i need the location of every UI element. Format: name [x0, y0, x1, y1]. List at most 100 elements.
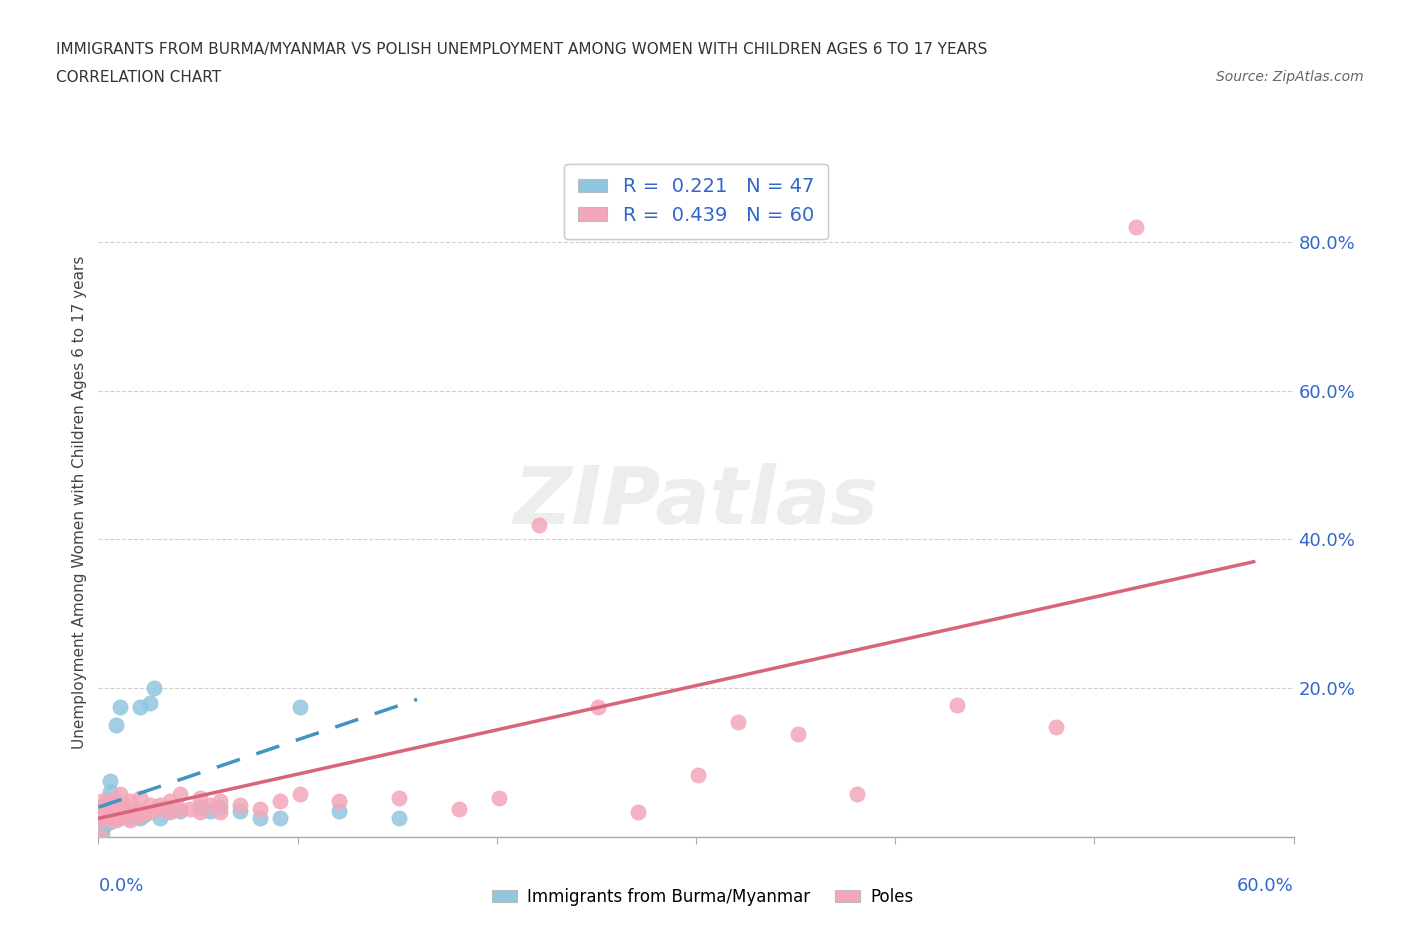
Point [110, 809, 132, 824]
Point [139, 805, 162, 820]
Point [91, 807, 114, 822]
Point [169, 804, 191, 818]
Point [179, 802, 201, 817]
Point [112, 807, 135, 822]
Point [1125, 219, 1147, 234]
Point [89, 811, 111, 826]
Point [129, 699, 152, 714]
Text: Source: ZipAtlas.com: Source: ZipAtlas.com [1216, 70, 1364, 84]
Point [388, 790, 411, 805]
Point [129, 809, 152, 824]
Point [96, 805, 118, 820]
Point [125, 802, 148, 817]
Point [249, 802, 271, 817]
Point [208, 800, 231, 815]
Point [93, 805, 115, 820]
Point [269, 811, 291, 826]
Point [149, 798, 172, 813]
Point [93, 818, 115, 833]
Point [89, 818, 111, 833]
Point [103, 802, 125, 817]
Text: IMMIGRANTS FROM BURMA/MYANMAR VS POLISH UNEMPLOYMENT AMONG WOMEN WITH CHILDREN A: IMMIGRANTS FROM BURMA/MYANMAR VS POLISH … [56, 42, 987, 57]
Point [103, 807, 125, 822]
Point [98, 813, 122, 828]
Point [89, 807, 111, 822]
Point [89, 815, 111, 830]
Point [139, 798, 162, 813]
Point [89, 804, 111, 818]
Point [105, 804, 128, 818]
Point [129, 805, 152, 820]
Point [149, 811, 172, 826]
Point [89, 813, 111, 828]
Point [93, 811, 115, 826]
Point [198, 804, 221, 818]
Point [105, 813, 128, 828]
Point [388, 811, 411, 826]
Point [169, 787, 191, 802]
Point [89, 822, 111, 837]
Point [98, 774, 122, 789]
Point [97, 792, 120, 807]
Point [112, 798, 135, 813]
Point [110, 811, 132, 826]
Point [143, 681, 166, 696]
Point [846, 787, 869, 802]
Point [198, 798, 221, 813]
Point [328, 794, 350, 809]
Point [120, 804, 142, 818]
Point [1045, 720, 1067, 735]
Y-axis label: Unemployment Among Women with Children Ages 6 to 17 years: Unemployment Among Women with Children A… [72, 256, 87, 749]
Point [169, 802, 191, 817]
Point [686, 768, 709, 783]
Point [188, 800, 211, 815]
Point [98, 785, 122, 800]
Point [98, 794, 122, 809]
Point [229, 798, 252, 813]
Point [120, 811, 142, 826]
Point [91, 794, 114, 809]
Point [269, 794, 291, 809]
Point [110, 787, 132, 802]
Point [129, 790, 152, 805]
Legend: R =  0.221   N = 47, R =  0.439   N = 60: R = 0.221 N = 47, R = 0.439 N = 60 [564, 164, 828, 239]
Point [288, 787, 311, 802]
Text: 0.0%: 0.0% [98, 877, 143, 896]
Point [447, 802, 470, 817]
Point [208, 805, 231, 820]
Point [105, 805, 128, 820]
Text: CORRELATION CHART: CORRELATION CHART [56, 70, 221, 85]
Point [101, 811, 124, 826]
Point [91, 817, 114, 831]
Point [91, 827, 114, 842]
Point [527, 517, 550, 532]
Point [946, 698, 969, 712]
Point [120, 794, 142, 809]
Point [208, 794, 231, 809]
Point [89, 828, 111, 843]
Point [159, 794, 181, 809]
Point [98, 804, 122, 818]
Point [188, 805, 211, 820]
Point [139, 696, 162, 711]
Point [89, 800, 111, 815]
Point [328, 804, 350, 818]
Point [98, 815, 122, 830]
Point [627, 805, 650, 820]
Point [588, 699, 610, 714]
Point [786, 727, 808, 742]
Point [288, 699, 311, 714]
Point [120, 813, 142, 828]
Point [110, 699, 132, 714]
Point [120, 805, 142, 820]
Point [149, 802, 172, 817]
Point [134, 807, 156, 822]
Point [93, 804, 115, 818]
Point [159, 805, 181, 820]
Point [96, 813, 118, 828]
Point [105, 718, 128, 733]
Point [91, 805, 114, 820]
Point [105, 794, 128, 809]
Point [93, 802, 115, 817]
Point [229, 804, 252, 818]
